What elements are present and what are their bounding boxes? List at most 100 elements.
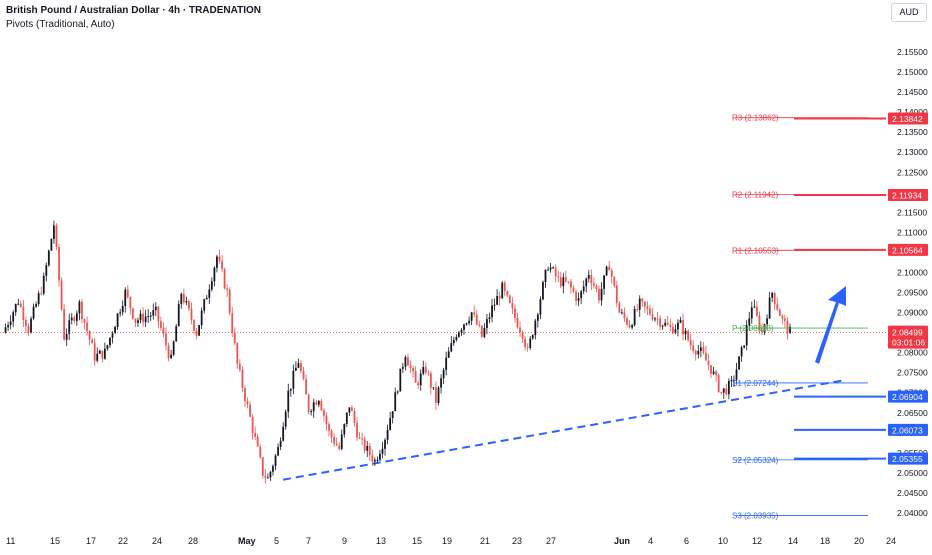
candle-body (389, 418, 392, 430)
candle-body (715, 371, 718, 376)
price-tag-label: 2.10564 (892, 245, 923, 255)
candle-body (781, 316, 784, 319)
candle-body (40, 293, 43, 295)
candle-body (480, 325, 483, 337)
candle-body (88, 331, 91, 340)
candle-body (142, 313, 144, 323)
candle-body (228, 289, 231, 314)
price-tag-label: 2.05355 (892, 454, 923, 464)
candle-body (401, 366, 404, 369)
candle-body (106, 345, 109, 349)
x-tick-label: 22 (118, 536, 128, 546)
candle-body (549, 267, 552, 270)
candle-body (776, 304, 779, 310)
candle-body (177, 304, 180, 327)
candle-body (27, 326, 30, 333)
candle-body (740, 347, 743, 357)
candle-body (567, 281, 570, 283)
candle-body (656, 318, 659, 320)
candle-body (147, 316, 150, 318)
candle-body (557, 276, 560, 278)
y-tick-label: 2.07500 (897, 368, 928, 378)
candle-body (692, 345, 695, 351)
candle-body (264, 475, 267, 478)
candle-body (289, 388, 292, 391)
candle-body (261, 457, 264, 476)
candle-body (758, 315, 761, 330)
candle-body (615, 285, 618, 304)
candle-body (422, 367, 425, 374)
candles-layer (4, 220, 791, 484)
candle-body (427, 372, 430, 374)
y-tick-label: 2.06500 (897, 408, 928, 418)
candle-body (677, 322, 679, 330)
candle-body (91, 339, 94, 344)
candle-body (396, 391, 399, 393)
pivot-label: S2 (2.05324) (732, 456, 779, 465)
candle-body (223, 269, 226, 289)
price-tag-bg (888, 423, 928, 436)
candle-body (284, 411, 287, 427)
candle-body (773, 292, 776, 305)
candle-body (12, 312, 15, 322)
x-tick-label: Jun (614, 536, 630, 546)
candle-body (536, 314, 539, 321)
candle-body (778, 309, 781, 317)
candle-body (463, 324, 465, 330)
candle-body (519, 327, 521, 333)
candle-body (75, 313, 78, 321)
candle-body (338, 445, 341, 449)
indicator-label[interactable]: Pivots (Traditional, Auto) (6, 19, 115, 30)
candle-body (73, 317, 76, 321)
candle-body (600, 288, 603, 301)
candle-body (376, 459, 379, 461)
candle-body (144, 316, 147, 323)
candle-body (722, 388, 725, 393)
y-tick-label: 2.11500 (897, 207, 927, 217)
candle-body (424, 367, 427, 373)
candle-body (580, 291, 583, 299)
price-tags: 2.13842 2.11934 2.10564 2.06904 2.06073 2.053… (794, 112, 928, 465)
candle-body (501, 282, 504, 299)
time-axis[interactable]: 11 15 17 22 24 28 May 5 7 9 13 15 19 21 23 27 Jun 4 6 10 12 1… (6, 536, 896, 546)
candle-body (330, 430, 333, 438)
candle-body (157, 306, 160, 322)
x-tick-label: 5 (274, 536, 279, 546)
candle-body (60, 280, 63, 310)
candle-body (139, 313, 142, 321)
candle-body (368, 445, 371, 456)
candle-body (70, 317, 73, 321)
currency-badge[interactable]: AUD (891, 3, 927, 22)
candle-body (195, 330, 198, 336)
candle-body (768, 297, 771, 319)
candle-body (562, 277, 565, 287)
candle-body (361, 438, 364, 440)
candle-body (738, 356, 740, 370)
candle-body (468, 320, 470, 324)
candle-body (674, 329, 677, 334)
candle-body (9, 321, 12, 325)
x-tick-label: 15 (412, 536, 422, 546)
candle-body (534, 320, 537, 336)
candle-body (547, 269, 549, 271)
y-tick-label: 2.04000 (897, 508, 928, 518)
price-tag-label: 2.11934 (892, 190, 922, 200)
candle-body (323, 410, 325, 416)
candle-body (725, 388, 728, 395)
x-tick-label: 15 (50, 536, 60, 546)
candle-body (488, 317, 491, 320)
candle-body (610, 270, 613, 277)
candle-body (213, 267, 216, 282)
candle-body (305, 379, 307, 395)
candle-body (126, 289, 129, 297)
candle-body (417, 382, 420, 386)
candle-body (697, 350, 700, 355)
candle-body (320, 401, 323, 411)
candle-body (231, 313, 234, 333)
candle-body (486, 319, 488, 328)
candle-body (203, 299, 206, 311)
candle-body (134, 318, 137, 323)
candle-body (435, 387, 437, 403)
candle-body (345, 412, 348, 425)
x-tick-label: 21 (480, 536, 490, 546)
